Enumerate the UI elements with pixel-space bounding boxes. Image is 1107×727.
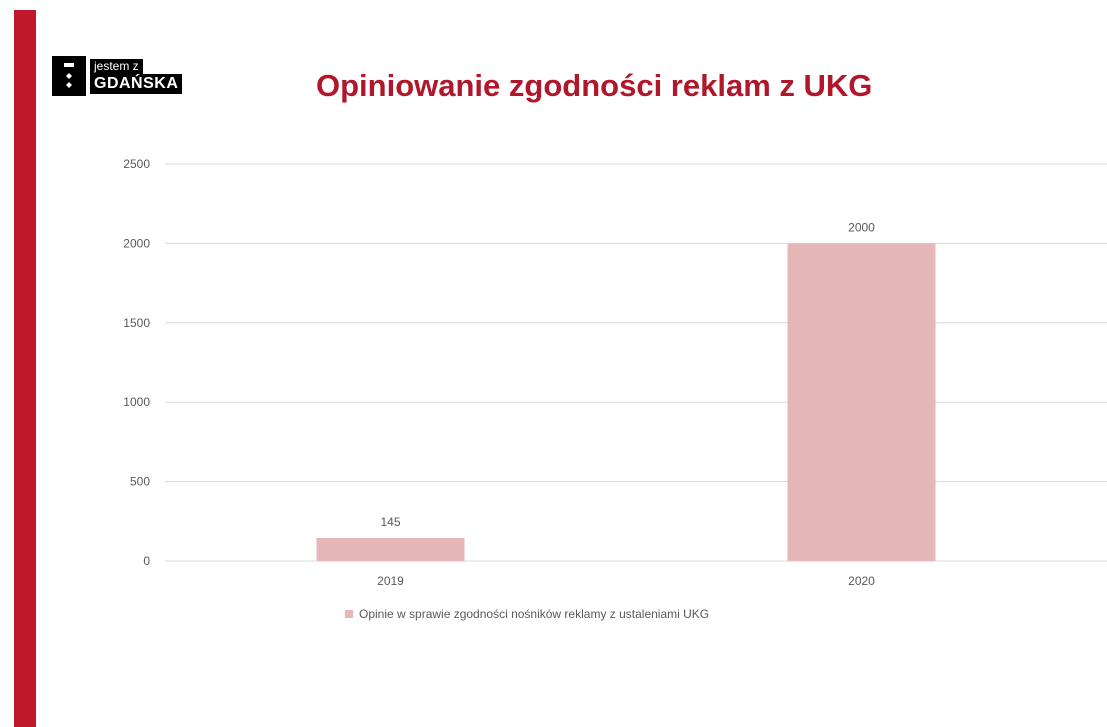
y-tick-label: 1000 [123,395,150,409]
x-tick-label: 2020 [848,574,875,588]
legend-label: Opinie w sprawie zgodności nośników rekl… [359,607,710,621]
y-tick-label: 0 [143,554,150,568]
data-label: 145 [380,515,400,529]
gdansk-crest-icon [52,56,86,96]
chart-legend: Opinie w sprawie zgodności nośników rekl… [345,607,709,621]
legend-swatch [345,610,353,618]
bar [316,537,465,561]
x-tick-label: 2019 [377,574,404,588]
gdansk-logo: jestem z GDAŃSKA [52,56,183,96]
y-tick-label: 1500 [123,316,150,330]
bar [787,243,936,561]
logo-top-text: jestem z [90,58,143,74]
logo-wordmark: jestem z GDAŃSKA [90,56,183,96]
chart-title: Opiniowanie zgodności reklam z UKG [316,68,873,103]
y-tick-label: 500 [130,475,150,489]
data-label: 2000 [848,220,875,234]
brand-side-bar [14,10,36,727]
logo-bottom-text: GDAŃSKA [90,73,183,94]
y-tick-label: 2500 [123,157,150,171]
y-tick-label: 2000 [123,236,150,250]
